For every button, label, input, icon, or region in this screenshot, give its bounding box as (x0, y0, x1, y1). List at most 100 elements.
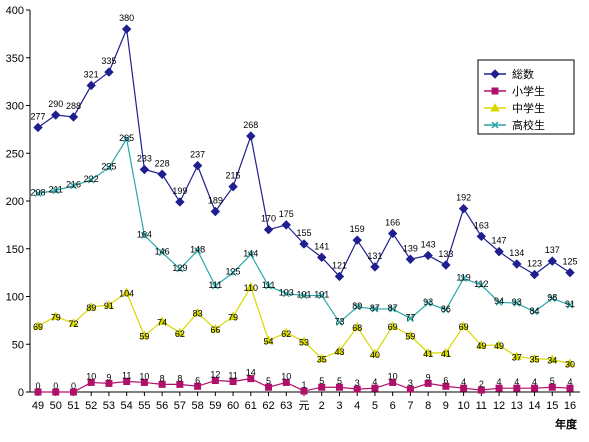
data-label: 4 (461, 377, 466, 387)
x-tick-label: 15 (546, 400, 558, 412)
data-point (246, 131, 256, 141)
data-label: 6 (443, 375, 448, 385)
data-point (265, 383, 273, 391)
data-label: 4 (514, 377, 519, 387)
data-label: 2 (479, 379, 484, 389)
data-point (389, 305, 397, 313)
legend-label: 小学生 (512, 84, 545, 98)
data-point (175, 197, 185, 207)
data-label: 380 (119, 13, 134, 23)
data-point (192, 160, 203, 171)
data-point (494, 340, 504, 349)
data-label: 73 (334, 316, 344, 326)
data-label: 69 (388, 322, 398, 332)
data-label: 164 (137, 229, 152, 239)
data-label: 54 (264, 336, 274, 346)
data-label: 83 (193, 309, 203, 319)
data-label: 1 (301, 380, 306, 390)
data-point (387, 321, 398, 330)
data-point (263, 224, 274, 235)
series-3 (34, 135, 574, 326)
data-point (335, 318, 343, 326)
data-label: 79 (228, 313, 238, 323)
data-label: 4 (567, 377, 572, 387)
data-point (424, 299, 432, 307)
data-point (265, 282, 273, 290)
x-tick-label: 13 (511, 400, 523, 412)
data-label: 37 (512, 353, 522, 363)
data-label: 87 (370, 303, 380, 313)
data-point (353, 385, 361, 393)
data-label: 72 (68, 319, 78, 329)
x-tick-label: 49 (32, 400, 44, 412)
data-point (531, 308, 539, 316)
data-label: 34 (547, 356, 557, 366)
data-point (52, 388, 60, 396)
data-label: 146 (155, 247, 170, 257)
y-tick-label: 400 (6, 5, 24, 17)
data-label: 66 (210, 325, 220, 335)
data-label: 8 (177, 373, 182, 383)
data-label: 288 (66, 101, 81, 111)
legend-label: 総数 (512, 67, 534, 81)
x-tick-label: 58 (191, 400, 203, 412)
data-label: 35 (317, 355, 327, 365)
data-point (282, 290, 290, 298)
x-tick-label: 4 (354, 400, 360, 412)
data-point (68, 318, 79, 327)
data-point (123, 135, 131, 143)
y-tick-label: 0 (18, 387, 24, 399)
data-point (247, 375, 255, 383)
data-label: 11 (122, 370, 131, 380)
data-point (441, 347, 451, 357)
data-point (105, 164, 113, 172)
data-label: 10 (281, 371, 291, 381)
data-label: 10 (388, 371, 398, 381)
data-label: 89 (352, 301, 362, 311)
data-label: 144 (243, 248, 258, 258)
data-label: 68 (352, 323, 362, 333)
x-tick-label: 50 (50, 400, 62, 412)
data-point (282, 378, 290, 386)
data-point (318, 292, 326, 300)
series-0 (33, 24, 575, 282)
data-label: 111 (208, 280, 222, 290)
data-label: 62 (281, 329, 291, 339)
data-point (175, 327, 185, 337)
data-label: 0 (53, 381, 58, 391)
legend-marker (490, 102, 500, 112)
x-tick-label: 6 (390, 400, 396, 412)
data-label: 208 (30, 187, 45, 197)
x-tick-label: 16 (564, 400, 576, 412)
data-point (566, 301, 574, 309)
data-point (476, 231, 487, 242)
data-label: 11 (228, 370, 237, 380)
data-point (34, 189, 42, 197)
data-point (69, 182, 77, 190)
x-tick-label: 63 (280, 400, 292, 412)
data-point (121, 24, 132, 34)
data-point (442, 306, 450, 314)
data-point (371, 384, 379, 392)
x-tick-label: 57 (174, 400, 186, 412)
data-label: 59 (405, 332, 415, 342)
y-tick-label: 300 (6, 101, 24, 113)
x-tick-label: 59 (209, 400, 221, 412)
data-point (318, 383, 326, 391)
data-point (228, 311, 238, 321)
data-label: 192 (456, 193, 471, 203)
data-label: 5 (319, 376, 324, 386)
data-label: 12 (210, 370, 220, 380)
data-label: 10 (139, 371, 149, 381)
data-point (299, 336, 309, 345)
data-label: 147 (492, 236, 507, 246)
data-point (176, 380, 184, 388)
legend-label: 高校生 (512, 118, 545, 132)
data-point (512, 259, 522, 269)
legend-marker (491, 87, 499, 95)
y-tick-label: 150 (6, 244, 24, 256)
data-label: 49 (476, 341, 486, 351)
data-point (423, 250, 433, 261)
data-label: 143 (421, 239, 436, 249)
